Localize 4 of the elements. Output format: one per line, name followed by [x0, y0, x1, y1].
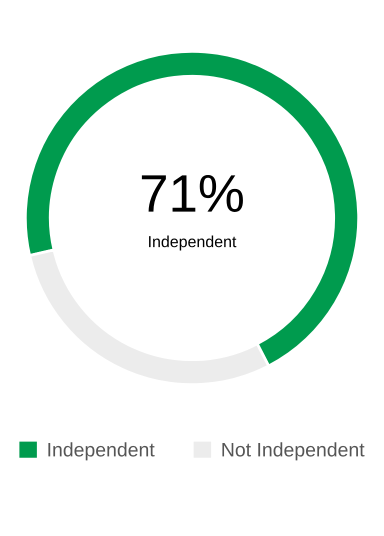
text: 71% [142, 175, 243, 212]
legend-label: Not Independent [222, 442, 364, 460]
legend-label: Independent [48, 442, 155, 460]
text: Independent [149, 236, 236, 250]
